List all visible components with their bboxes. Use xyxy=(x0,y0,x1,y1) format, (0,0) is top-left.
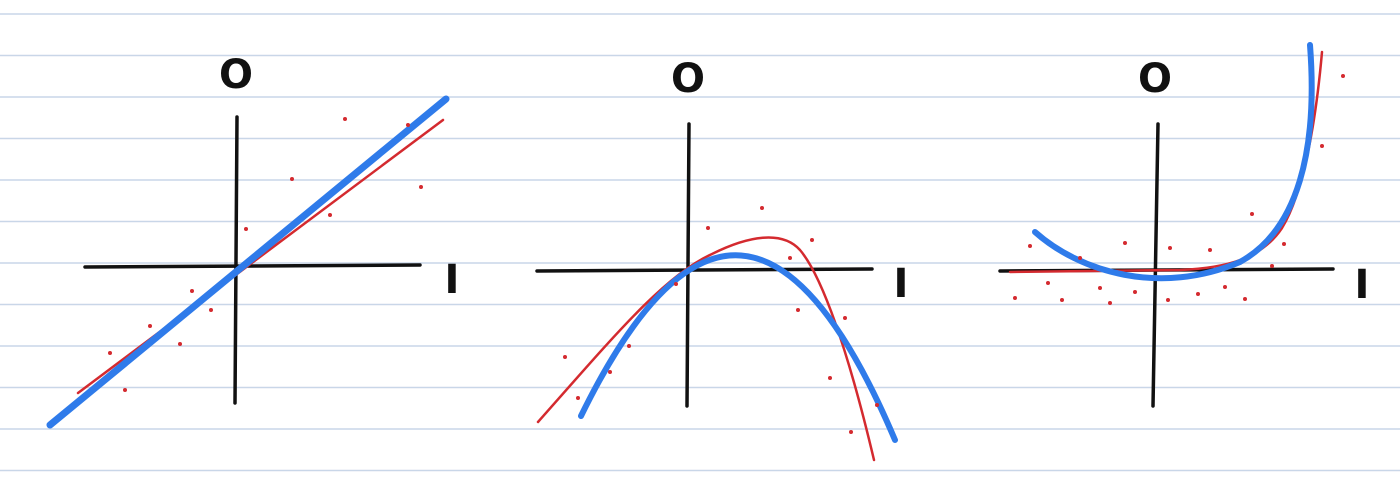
data-point xyxy=(1243,297,1247,301)
data-point xyxy=(209,308,213,312)
data-point xyxy=(788,256,792,260)
data-point xyxy=(1208,248,1212,252)
panel-1-output-axis-label: O xyxy=(219,52,253,98)
data-point xyxy=(576,396,580,400)
panel-3-model-curve xyxy=(1032,42,1315,282)
data-point xyxy=(843,316,847,320)
data-point xyxy=(1250,212,1254,216)
data-point xyxy=(343,117,347,121)
data-point xyxy=(608,370,612,374)
panel-2-output-axis-label: O xyxy=(671,56,705,102)
data-point xyxy=(1123,241,1127,245)
panel-1-model-line xyxy=(46,95,450,429)
data-point xyxy=(849,430,853,434)
data-point xyxy=(1078,256,1082,260)
data-point xyxy=(810,238,814,242)
data-point xyxy=(1196,292,1200,296)
data-point xyxy=(328,213,332,217)
data-point xyxy=(760,206,764,210)
panel-3-input-axis-label: I xyxy=(1355,262,1370,308)
data-point xyxy=(1282,242,1286,246)
panel-3-data-curve xyxy=(1008,50,1324,274)
data-point xyxy=(148,324,152,328)
panel-1-data-curve xyxy=(76,118,445,395)
panel-inverted-parabola: O I xyxy=(535,56,909,462)
panel-1-input-axis-label: I xyxy=(445,257,460,303)
panel-3-output-axis-label: O xyxy=(1138,56,1172,102)
data-point xyxy=(674,282,678,286)
data-point xyxy=(627,344,631,348)
data-point xyxy=(1166,298,1170,302)
panel-2-data-points xyxy=(563,206,879,434)
panel-2-output-axis xyxy=(685,122,691,408)
panel-1-data-points xyxy=(108,117,423,392)
data-point xyxy=(290,177,294,181)
data-point xyxy=(1013,296,1017,300)
data-point xyxy=(796,308,800,312)
data-point xyxy=(123,388,127,392)
panel-linear: O I xyxy=(46,52,460,429)
panel-3-data-points xyxy=(1013,74,1345,305)
data-point xyxy=(178,342,182,346)
panel-2-input-axis-label: I xyxy=(894,261,909,307)
panel-1-input-axis xyxy=(83,263,422,269)
panel-2-model-curve xyxy=(578,252,898,443)
data-point xyxy=(1028,244,1032,248)
data-point xyxy=(706,226,710,230)
data-point xyxy=(244,227,248,231)
data-point xyxy=(1133,290,1137,294)
panel-1-output-axis xyxy=(233,115,239,405)
data-point xyxy=(828,376,832,380)
data-point xyxy=(875,403,879,407)
data-point xyxy=(1168,246,1172,250)
data-point xyxy=(563,355,567,359)
data-point xyxy=(419,185,423,189)
data-point xyxy=(190,289,194,293)
panel-upward-curve: O I xyxy=(998,42,1370,408)
data-point xyxy=(1060,298,1064,302)
data-point xyxy=(1270,264,1274,268)
panel-2-input-axis xyxy=(535,267,874,273)
data-point xyxy=(108,351,112,355)
data-point xyxy=(1098,286,1102,290)
data-point xyxy=(1341,74,1345,78)
data-point xyxy=(1108,301,1112,305)
panel-3-output-axis xyxy=(1151,122,1160,408)
data-point xyxy=(1223,285,1227,289)
ruled-lines xyxy=(0,13,1400,472)
data-point xyxy=(1320,144,1324,148)
data-point xyxy=(406,123,410,127)
data-point xyxy=(1046,281,1050,285)
